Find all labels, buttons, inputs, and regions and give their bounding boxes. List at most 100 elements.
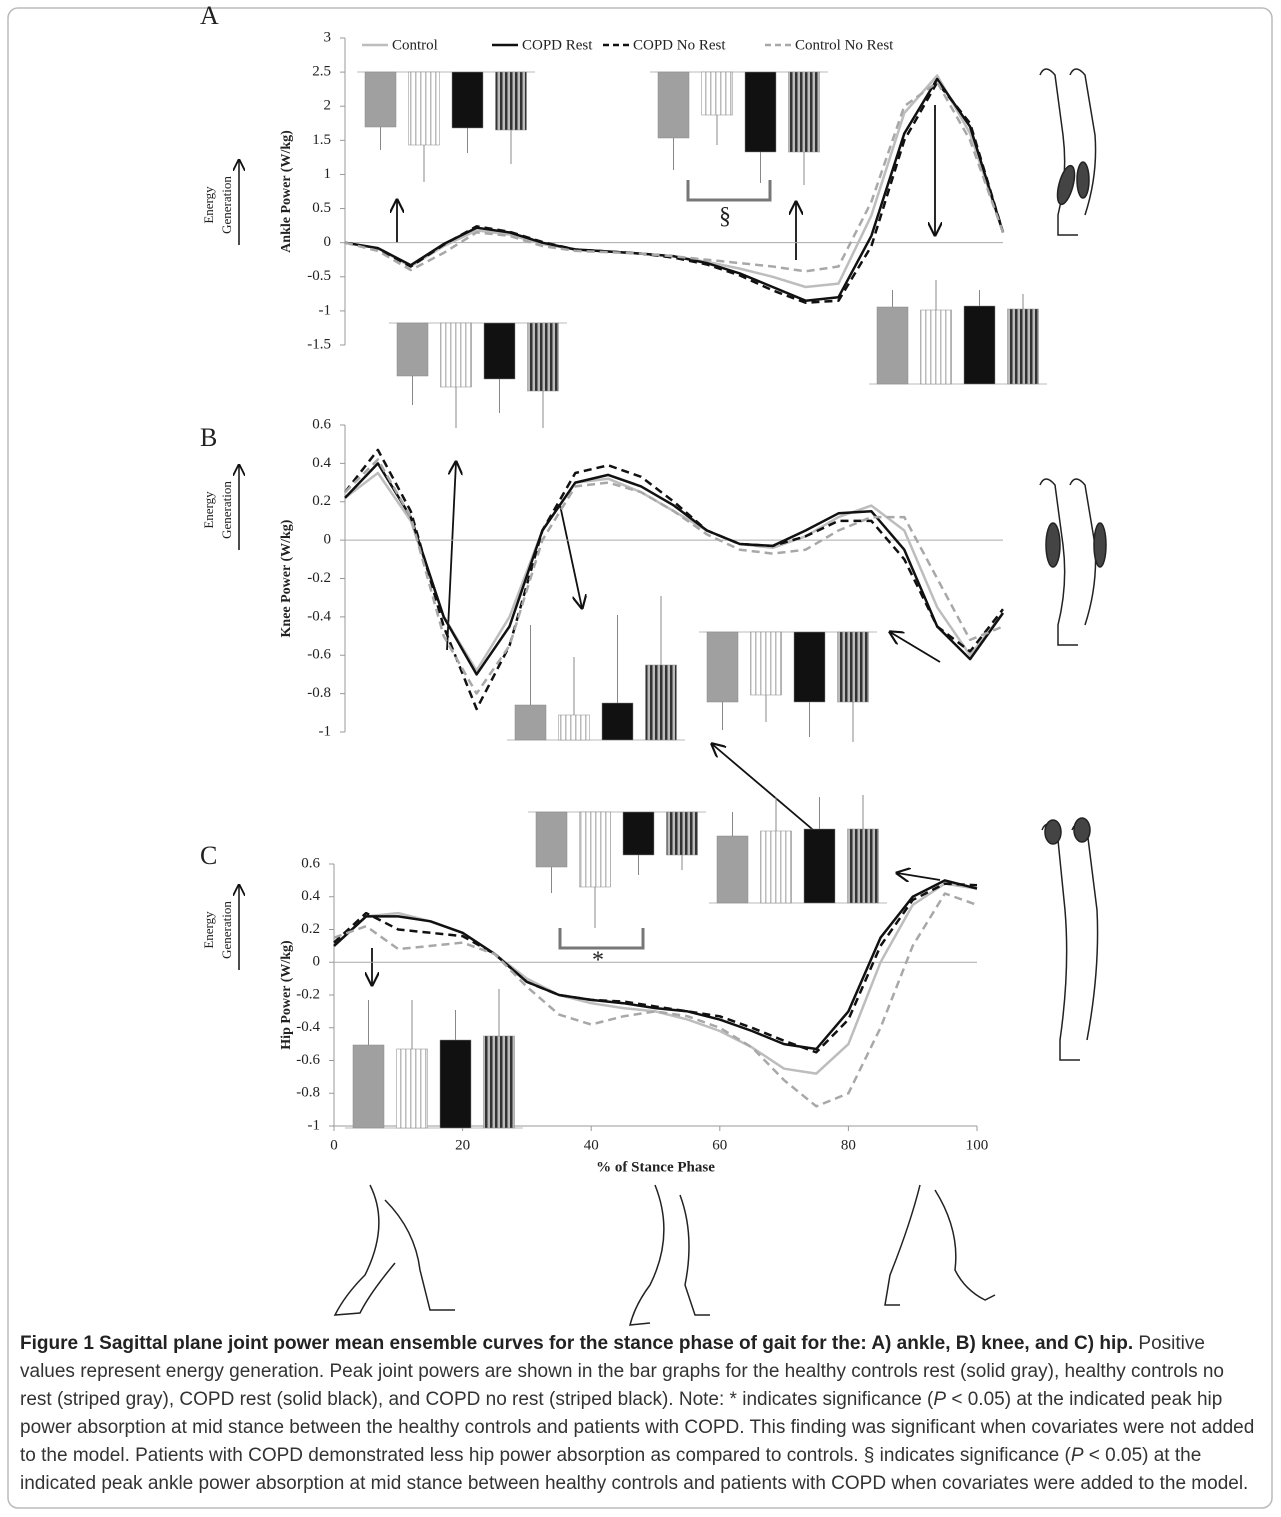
- inset-bar: [484, 1036, 515, 1128]
- energy-label: Generation: [219, 176, 234, 234]
- y-tick-label: 1: [324, 166, 332, 182]
- annotation: §: [719, 204, 731, 230]
- caption-text: P: [1071, 1445, 1084, 1466]
- y-tick-label: -0.6: [307, 647, 331, 663]
- inset-bar: [964, 306, 995, 384]
- y-tick-label: 0.4: [312, 455, 331, 471]
- inset-bar: [717, 836, 748, 903]
- inset-bar: [707, 632, 738, 702]
- inset-bar: [667, 812, 698, 855]
- y-tick-label: 0.2: [312, 493, 331, 509]
- page: Control COPD Rest COPD No Rest Control No R…: [0, 0, 1281, 1517]
- inset-bar: [397, 1049, 428, 1128]
- inset-bar: [440, 1040, 471, 1128]
- series-line: [334, 884, 977, 1074]
- y-tick-label: 2.5: [312, 64, 331, 80]
- y-tick-label: -1: [308, 1117, 321, 1133]
- energy-label: Energy: [201, 186, 216, 224]
- y-tick-label: 1.5: [312, 132, 331, 148]
- x-axis-label: % of Stance Phase: [596, 1159, 715, 1175]
- y-tick-label: -0.6: [296, 1052, 320, 1068]
- energy-label: Energy: [201, 911, 216, 949]
- inset-bar: [580, 812, 611, 887]
- y-tick-label: 0: [313, 954, 321, 970]
- y-tick-label: 0: [324, 532, 332, 548]
- caption-title: Figure 1 Sagittal plane joint power mean…: [20, 1333, 1133, 1354]
- caption: Figure 1 Sagittal plane joint power mean…: [20, 1330, 1260, 1498]
- x-tick-label: 100: [966, 1137, 989, 1153]
- inset-bar: [496, 72, 527, 130]
- figure: Control COPD Rest COPD No Rest Control No R…: [0, 0, 1281, 1517]
- x-tick-label: 60: [712, 1137, 727, 1153]
- y-tick-label: 0.6: [301, 855, 320, 871]
- legend-label: COPD Rest: [522, 37, 593, 53]
- y-tick-label: 0.4: [301, 888, 320, 904]
- y-tick-label: -0.8: [296, 1085, 320, 1101]
- inset-bar: [452, 72, 483, 128]
- inset-bar: [623, 812, 654, 855]
- y-tick-label: -1: [319, 723, 332, 739]
- inset-bar: [646, 665, 677, 740]
- y-tick-label: -0.5: [307, 268, 331, 284]
- y-tick-label: -1.5: [307, 336, 331, 352]
- inset-bar: [515, 705, 546, 740]
- inset-bar: [751, 632, 782, 695]
- inset-bar: [397, 323, 428, 376]
- y-tick-label: 2: [324, 98, 332, 114]
- legend-label: COPD No Rest: [633, 37, 726, 53]
- y-tick-label: -0.2: [296, 986, 320, 1002]
- y-tick-label: 0.6: [312, 416, 331, 432]
- inset-bar: [484, 323, 515, 379]
- frame: [8, 8, 1272, 1508]
- series-line: [334, 884, 977, 1053]
- series-line: [345, 460, 1003, 694]
- inset-bar: [761, 831, 792, 903]
- y-axis-label: Hip Power (W/kg): [279, 940, 294, 1050]
- inset-bar: [409, 72, 440, 145]
- y-axis-label: Ankle Power (W/kg): [279, 130, 294, 253]
- y-tick-label: -1: [319, 302, 332, 318]
- inset-bar: [804, 829, 835, 903]
- inset-bar: [838, 632, 869, 702]
- series-line: [345, 463, 1003, 674]
- y-tick-label: 0.5: [312, 200, 331, 216]
- inset-bar: [353, 1045, 384, 1128]
- x-tick-label: 0: [330, 1137, 338, 1153]
- y-tick-label: 0: [324, 234, 332, 250]
- inset-bar: [528, 323, 559, 391]
- y-tick-label: -0.4: [296, 1019, 320, 1035]
- y-tick-label: -0.8: [307, 685, 331, 701]
- inset-bar: [441, 323, 472, 387]
- annotation: *: [592, 948, 604, 974]
- y-tick-label: 3: [324, 29, 332, 45]
- y-tick-label: -0.4: [307, 608, 331, 624]
- inset-bar: [794, 632, 825, 702]
- caption-text: P: [933, 1389, 946, 1410]
- inset-bar: [921, 310, 952, 384]
- inset-bar: [1008, 309, 1039, 384]
- panel-label: B: [200, 423, 217, 452]
- inset-bar: [702, 72, 733, 115]
- y-axis-label: Knee Power (W/kg): [279, 519, 294, 637]
- x-tick-label: 80: [841, 1137, 856, 1153]
- y-tick-label: -0.2: [307, 570, 331, 586]
- legend-label: Control No Rest: [795, 37, 894, 53]
- inset-bar: [789, 72, 820, 152]
- inset-bar: [745, 72, 776, 152]
- inset-bar: [848, 829, 879, 903]
- energy-label: Generation: [219, 481, 234, 539]
- legend-label: Control: [392, 37, 438, 53]
- y-tick-label: 0.2: [301, 921, 320, 937]
- inset-bar: [559, 715, 590, 740]
- energy-label: Energy: [201, 491, 216, 529]
- inset-bar: [365, 72, 396, 127]
- inset-bar: [536, 812, 567, 867]
- inset-bar: [602, 703, 633, 740]
- x-tick-label: 20: [455, 1137, 470, 1153]
- inset-bar: [658, 72, 689, 138]
- panel-label: A: [200, 1, 219, 30]
- inset-bar: [877, 307, 908, 384]
- series-line: [334, 894, 977, 1107]
- energy-label: Generation: [219, 901, 234, 959]
- x-tick-label: 40: [584, 1137, 599, 1153]
